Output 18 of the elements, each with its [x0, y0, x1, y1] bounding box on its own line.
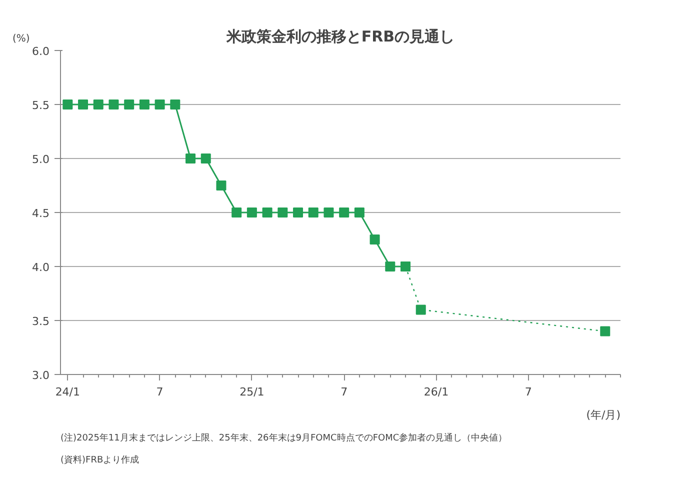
y-tick-label: 5.0 [32, 153, 50, 166]
y-tick-label: 3.0 [32, 369, 50, 382]
x-axis-title: (年/月) [586, 408, 621, 422]
x-tick-label: 7 [156, 386, 164, 398]
x-tick-label: 7 [340, 386, 348, 398]
text: (注)2025年11月末まではレンジ上限、25年末、26年末は9月FOMC時点でのFOMC参加者の見通し（中央値） [60, 432, 508, 444]
y-axis-title: (%) [12, 34, 30, 44]
x-tick-label: 26/1 [424, 386, 449, 398]
x-tick-label: 25/1 [240, 386, 264, 398]
x-tick-label: 7 [524, 386, 532, 398]
y-tick-label: 3.5 [32, 315, 50, 328]
y-tick-label: 4.5 [32, 207, 50, 220]
y-tick-label: 5.5 [32, 99, 50, 112]
chart-title: 米政策金利の推移とFRBの見通し [225, 28, 455, 46]
y-tick-label: 6.0 [32, 45, 50, 58]
x-tick-label: 24/1 [55, 386, 80, 398]
text: (資料)FRBより作成 [60, 454, 140, 466]
y-tick-label: 4.0 [32, 261, 50, 274]
